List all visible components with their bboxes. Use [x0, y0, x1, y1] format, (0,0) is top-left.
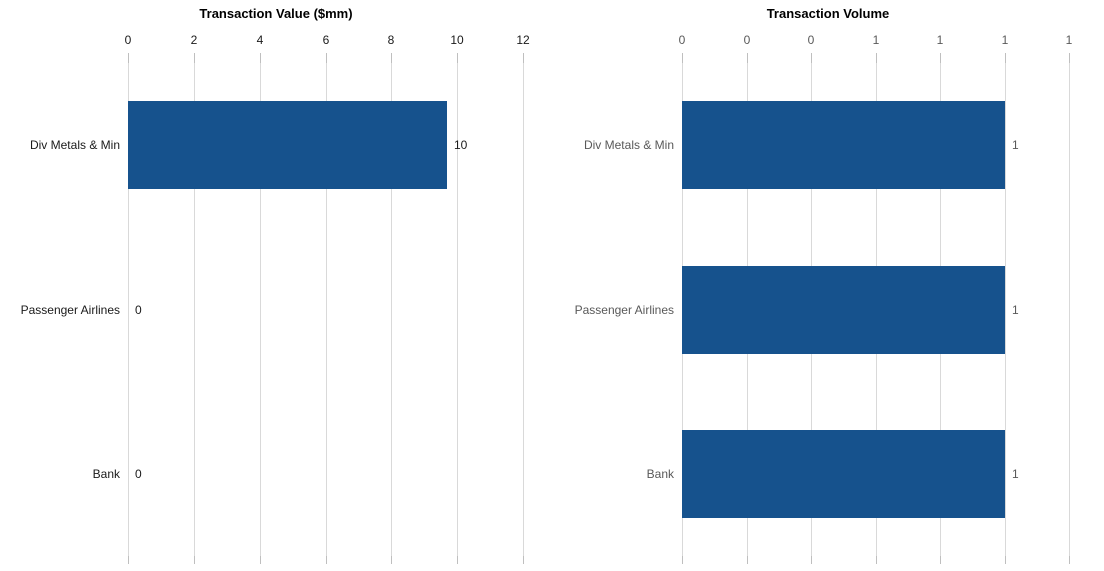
category-label: Bank — [646, 467, 674, 481]
axis-tick-mark-top — [1069, 53, 1070, 63]
axis-tick-mark-bottom — [811, 556, 812, 564]
bar — [682, 101, 1005, 189]
axis-tick-label: 0 — [743, 33, 751, 47]
axis-tick-label: 1 — [1065, 33, 1073, 47]
gridline — [326, 63, 327, 556]
axis-tick-label: 10 — [450, 33, 464, 47]
axis-tick-label: 12 — [516, 33, 530, 47]
category-label: Passenger Airlines — [574, 303, 674, 317]
axis-tick-mark-bottom — [876, 556, 877, 564]
chart-title-transaction-value: Transaction Value ($mm) — [199, 6, 353, 21]
axis-tick-mark-top — [391, 53, 392, 63]
axis-tick-mark-top — [747, 53, 748, 63]
axis-tick-mark-top — [1005, 53, 1006, 63]
axis-tick-mark-top — [260, 53, 261, 63]
axis-tick-mark-top — [457, 53, 458, 63]
axis-tick-mark-bottom — [682, 556, 683, 564]
gridline — [194, 63, 195, 556]
gridline — [128, 63, 129, 556]
gridline — [1005, 63, 1006, 556]
value-label: 1 — [1012, 138, 1019, 152]
axis-tick-label: 0 — [678, 33, 686, 47]
axis-tick-mark-top — [523, 53, 524, 63]
axis-tick-mark-top — [811, 53, 812, 63]
axis-tick-label: 6 — [322, 33, 330, 47]
axis-tick-mark-bottom — [523, 556, 524, 564]
axis-tick-mark-top — [128, 53, 129, 63]
gridline — [391, 63, 392, 556]
axis-tick-mark-bottom — [326, 556, 327, 564]
axis-tick-mark-top — [682, 53, 683, 63]
axis-tick-mark-bottom — [391, 556, 392, 564]
bar — [682, 430, 1005, 518]
category-label: Div Metals & Min — [29, 138, 120, 152]
axis-tick-label: 2 — [190, 33, 198, 47]
gridline — [523, 63, 524, 556]
axis-tick-label: 1 — [936, 33, 944, 47]
category-label: Passenger Airlines — [20, 303, 120, 317]
gridline — [260, 63, 261, 556]
axis-tick-mark-bottom — [940, 556, 941, 564]
axis-tick-mark-bottom — [747, 556, 748, 564]
axis-tick-mark-bottom — [457, 556, 458, 564]
bar — [128, 101, 447, 189]
axis-tick-label: 8 — [387, 33, 395, 47]
category-label: Bank — [92, 467, 120, 481]
axis-tick-label: 0 — [124, 33, 132, 47]
axis-tick-mark-bottom — [194, 556, 195, 564]
axis-tick-label: 4 — [256, 33, 264, 47]
axis-tick-mark-top — [326, 53, 327, 63]
chart-transaction-value: Transaction Value ($mm) 0 2 4 6 8 10 12 Div Met… — [20, 6, 530, 564]
axis-tick-mark-bottom — [1005, 556, 1006, 564]
chart-title-transaction-volume: Transaction Volume — [766, 6, 890, 21]
category-label: Div Metals & Min — [583, 138, 674, 152]
axis-tick-mark-bottom — [128, 556, 129, 564]
value-label: 1 — [1012, 303, 1019, 317]
axis-tick-label: 1 — [872, 33, 880, 47]
axis-tick-label: 0 — [807, 33, 815, 47]
value-label: 0 — [135, 303, 142, 317]
value-label: 0 — [135, 467, 142, 481]
gridline — [1069, 63, 1070, 556]
axis-tick-label: 1 — [1001, 33, 1009, 47]
axis-tick-mark-top — [876, 53, 877, 63]
axis-tick-mark-top — [940, 53, 941, 63]
chart-transaction-volume: Transaction Volume 0 0 0 1 1 1 1 Div Metals & M… — [552, 0, 1104, 571]
gridline — [457, 63, 458, 556]
axis-tick-mark-top — [194, 53, 195, 63]
axis-tick-mark-bottom — [1069, 556, 1070, 564]
axis-tick-mark-bottom — [260, 556, 261, 564]
value-label: 10 — [454, 138, 468, 152]
value-label: 1 — [1012, 467, 1019, 481]
bar — [682, 266, 1005, 354]
